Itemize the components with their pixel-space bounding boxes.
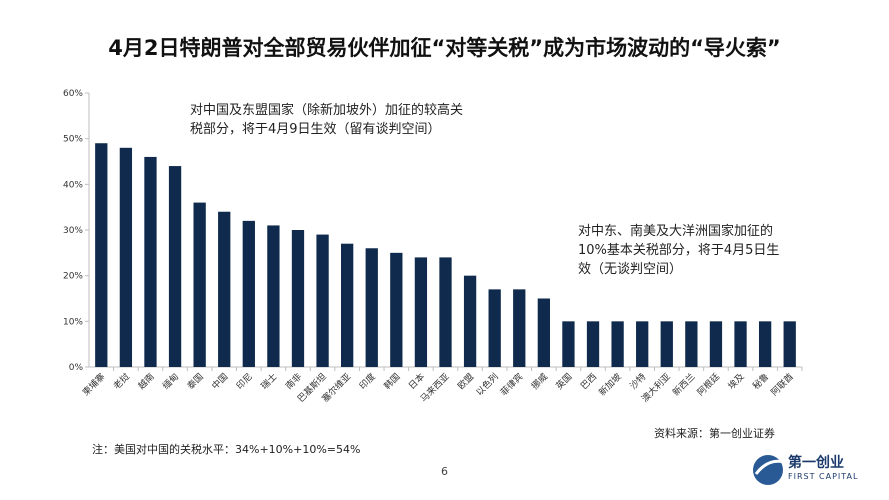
bar [316, 234, 329, 367]
bar [709, 321, 723, 367]
bar [242, 220, 255, 367]
bar [488, 289, 501, 367]
bar [734, 321, 747, 367]
source-text: 资料来源：第一创业证券 [654, 427, 775, 440]
bar [439, 257, 452, 367]
bar [341, 243, 354, 367]
logo-en: FIRST CAPITAL [788, 472, 859, 481]
bar [537, 298, 550, 367]
bar [414, 257, 428, 367]
y-tick-label: 60% [63, 89, 83, 99]
x-tick-label: 挪威 [529, 371, 550, 392]
bar [119, 147, 133, 367]
page-number: 6 [441, 465, 448, 478]
x-tick-label: 印尼 [234, 371, 255, 392]
bar [365, 248, 378, 367]
y-tick-label: 40% [63, 180, 83, 190]
x-tick-label: 日本 [406, 371, 427, 392]
slide-title: 4月2日特朗普对全部贸易伙伴加征“对等关税”成为市场波动的“导火索” [108, 36, 781, 60]
footnote: 注：美国对中国的关税水平：34%+10%+10%=54% [92, 443, 361, 456]
bar [562, 321, 575, 367]
company-logo: 第一创业 FIRST CAPITAL [752, 448, 882, 494]
x-tick-label: 新加坡 [596, 371, 624, 399]
bar [783, 321, 796, 367]
annotation-line: 对中国及东盟国家（除新加坡外）加征的较高关 [190, 103, 464, 118]
bar [390, 252, 403, 367]
x-tick-label: 英国 [553, 371, 574, 392]
y-tick-label: 0% [69, 363, 84, 373]
bar [586, 321, 600, 367]
x-tick-label: 菲律宾 [498, 371, 526, 399]
x-tick-label: 欧盟 [455, 371, 476, 392]
x-tick-label: 新西兰 [670, 371, 698, 399]
bar [193, 202, 206, 367]
x-tick-label: 阿联酋 [768, 371, 796, 399]
x-tick-label: 韩国 [381, 371, 402, 392]
bar [513, 289, 526, 367]
logo-cn: 第一创业 [788, 455, 844, 471]
bar [463, 275, 477, 367]
x-tick-label: 巴西 [579, 371, 600, 392]
bar [758, 321, 772, 367]
x-tick-label: 沙特 [627, 371, 648, 392]
x-tick-label: 泰国 [185, 371, 206, 392]
bar [291, 230, 305, 367]
bar [685, 321, 698, 367]
x-tick-label: 柬埔寨 [80, 371, 108, 399]
x-tick-label: 越南 [135, 371, 156, 392]
y-tick-label: 10% [63, 317, 83, 327]
bar [95, 143, 108, 367]
x-tick-label: 南非 [283, 371, 304, 392]
bar [636, 321, 649, 367]
x-tick-label: 瑞士 [258, 371, 279, 392]
bar [168, 166, 182, 367]
bar [660, 321, 673, 367]
y-tick-label: 50% [63, 135, 83, 145]
bar [144, 156, 157, 367]
bar [267, 225, 280, 367]
bar [611, 321, 624, 367]
x-tick-label: 以色列 [473, 371, 501, 399]
x-tick-label: 秘鲁 [750, 371, 771, 392]
x-tick-label: 阿根廷 [694, 371, 722, 399]
x-tick-label: 老挝 [111, 371, 132, 392]
x-tick-label: 印度 [357, 371, 378, 392]
y-tick-label: 30% [63, 226, 83, 236]
bar [218, 211, 231, 367]
y-tick-label: 20% [63, 272, 83, 282]
globe-logo-icon [753, 455, 785, 485]
annotation-line: 税部分，将于4月9日生效（留有谈判空间） [190, 122, 441, 137]
annotation-high-tariff: 对中国及东盟国家（除新加坡外）加征的较高关 税部分，将于4月9日生效（留有谈判空… [190, 101, 463, 139]
x-tick-label: 缅甸 [160, 371, 181, 392]
annotation-line: 效（无谈判空间） [578, 262, 683, 277]
annotation-line: 对中东、南美及大洋洲国家加征的 [578, 224, 774, 239]
annotation-base-tariff: 对中东、南美及大洋洲国家加征的 10%基本关税部分，将于4月5日生 效（无谈判空… [578, 222, 779, 279]
x-tick-label: 中国 [209, 371, 230, 392]
annotation-line: 10%基本关税部分，将于4月5日生 [578, 243, 780, 258]
x-tick-label: 埃及 [725, 371, 746, 392]
